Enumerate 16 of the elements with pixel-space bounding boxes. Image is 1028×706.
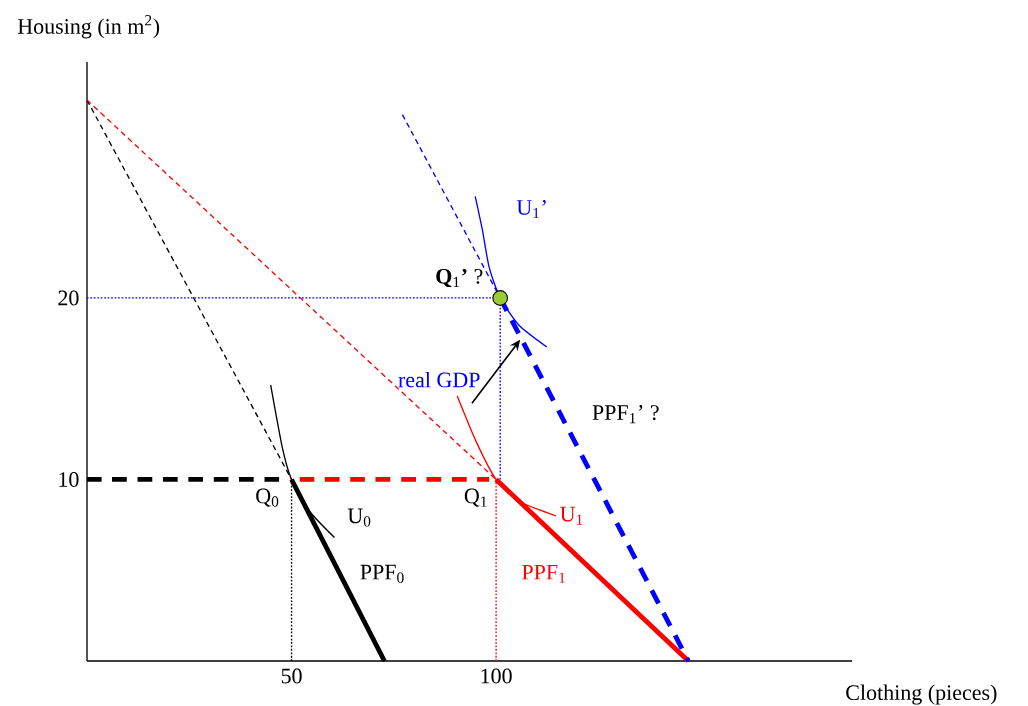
annotation: Q$_{1}$ [464, 488, 487, 507]
x-axis-title: Clothing (pieces) [846, 684, 997, 705]
y-tick-label: 10 [59, 472, 79, 487]
annotation: real GDP [398, 371, 480, 388]
annotation: PPF$_{0}$ [360, 564, 404, 583]
y-tick-label: 20 [58, 290, 79, 306]
x-tick-label: 100 [481, 668, 512, 684]
annotation: U$_{1}$ [560, 506, 583, 525]
annotation: PPF$_{1}$’ ? [592, 405, 659, 424]
y-axis-title: Housing (in m$^{2}$) [17, 15, 160, 39]
annotation: U$_{1}$’ [516, 199, 546, 219]
annotation: Q$_{0}$ [256, 488, 279, 507]
annotation: U$_{0}$ [347, 508, 371, 527]
annotation: Q$_{1}$’ ? [436, 268, 483, 288]
annotation: PPF$_{1}$ [522, 564, 565, 583]
x-tick-label: 50 [281, 668, 302, 684]
